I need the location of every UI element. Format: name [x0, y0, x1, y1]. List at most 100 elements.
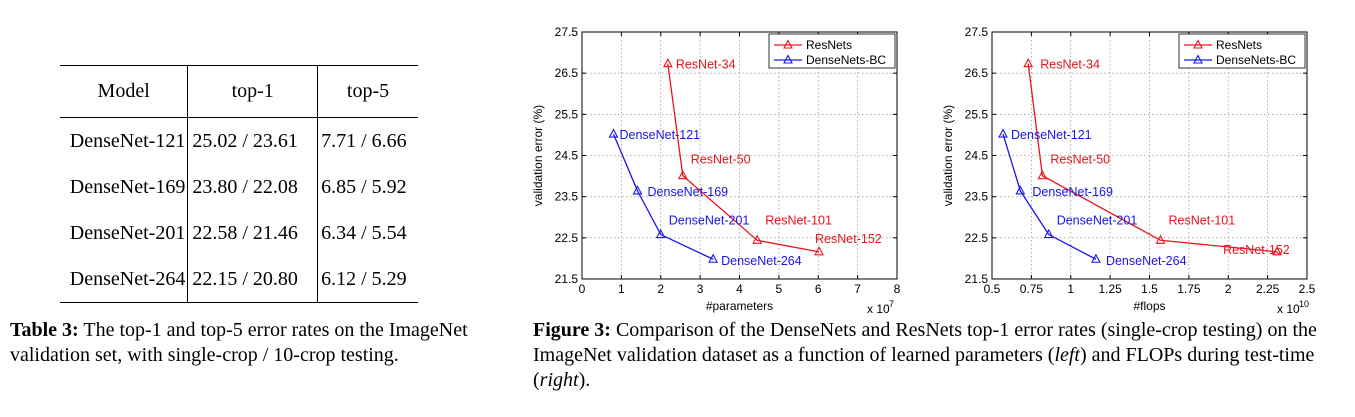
- table-row: DenseNet-201 22.58 / 21.46 6.34 / 5.54: [60, 210, 418, 256]
- cell-top5: 6.85 / 5.92: [321, 175, 407, 198]
- data-point-label: ResNet-152: [815, 232, 882, 246]
- x-tick-label: 8: [894, 282, 901, 296]
- y-axis-label: validation error (%): [531, 105, 545, 206]
- cell-top1: 25.02 / 23.61: [187, 117, 319, 164]
- data-point-label: DenseNet-201: [669, 214, 750, 228]
- data-point-label: DenseNet-169: [648, 185, 729, 199]
- results-table-container: Model top-1 top-5 DenseNet-121 25.02 / 2…: [60, 65, 418, 303]
- data-point-marker: [632, 185, 643, 195]
- x-axis-exponent: 7: [889, 299, 894, 309]
- data-point-label: DenseNet-121: [620, 128, 701, 142]
- header-top5: top-5: [346, 80, 390, 102]
- x-tick-label: 7: [854, 282, 861, 296]
- table-row: DenseNet-264 22.15 / 20.80 6.12 / 5.29: [60, 256, 418, 303]
- cell-top5: 7.71 / 6.66: [321, 129, 407, 152]
- data-point-marker: [1015, 185, 1026, 195]
- legend-marker: [783, 39, 793, 49]
- figure-caption-left: left: [1054, 344, 1080, 366]
- series-line: [1002, 133, 1097, 260]
- y-tick-label: 23.5: [965, 190, 989, 204]
- x-tick-label: 2: [1225, 282, 1232, 296]
- legend-box: [1178, 33, 1306, 69]
- y-tick-label: 27.5: [555, 25, 579, 39]
- series-line: [1027, 63, 1278, 253]
- data-point-marker: [655, 228, 666, 239]
- legend-label: DenseNets-BC: [806, 53, 886, 67]
- figure-caption: Figure 3: Comparison of the DenseNets an…: [533, 318, 1333, 393]
- x-tick-label: 2.25: [1256, 282, 1280, 296]
- x-tick-label: 0: [579, 282, 586, 296]
- x-tick-label: 6: [815, 282, 822, 296]
- figure-caption-label: Figure 3:: [533, 319, 611, 341]
- x-tick-label: 4: [736, 282, 743, 296]
- x-tick-label: 5: [776, 282, 783, 296]
- x-tick-label: 1: [1067, 282, 1074, 296]
- data-point-label: ResNet-101: [1169, 213, 1236, 227]
- table-row: DenseNet-169 23.80 / 22.08 6.85 / 5.92: [60, 164, 418, 210]
- legend-box: [768, 33, 896, 69]
- legend-label: DenseNets-BC: [1216, 53, 1296, 67]
- cell-model: DenseNet-201: [60, 210, 189, 256]
- data-point-label: DenseNet-264: [721, 254, 802, 268]
- y-tick-label: 22.5: [965, 231, 989, 245]
- cell-top1: 22.58 / 21.46: [187, 210, 319, 256]
- legend-marker: [1193, 54, 1203, 64]
- header-model: Model: [60, 65, 189, 118]
- x-tick-label: 1: [618, 282, 625, 296]
- x-tick-label: 0.5: [984, 282, 1001, 296]
- results-table: Model top-1 top-5 DenseNet-121 25.02 / 2…: [60, 65, 418, 303]
- x-axis-multiplier: x 10: [867, 302, 890, 316]
- x-axis-multiplier: x 10: [1277, 302, 1300, 316]
- data-point-label: ResNet-34: [676, 58, 736, 72]
- cell-model: DenseNet-264: [60, 256, 189, 303]
- y-tick-label: 26.5: [555, 66, 579, 80]
- x-axis-label: #flops: [1133, 299, 1165, 313]
- data-point-marker: [1037, 170, 1048, 180]
- figure-caption-right: right: [539, 369, 579, 391]
- data-point-label: ResNet-34: [1040, 58, 1100, 72]
- x-tick-label: 1.25: [1098, 282, 1122, 296]
- legend-marker: [1193, 39, 1203, 49]
- data-point-marker: [814, 246, 824, 256]
- table-caption-label: Table 3:: [10, 319, 79, 341]
- y-tick-label: 22.5: [555, 231, 579, 245]
- data-point-marker: [677, 170, 688, 180]
- x-tick-label: 2: [657, 282, 664, 296]
- cell-top5: 6.12 / 5.29: [321, 267, 407, 290]
- y-tick-label: 24.5: [555, 149, 579, 163]
- cell-model: DenseNet-121: [60, 117, 189, 164]
- legend-label: ResNets: [1216, 38, 1262, 52]
- x-tick-label: 0.75: [1020, 282, 1044, 296]
- data-point-marker: [1272, 246, 1282, 256]
- legend-label: ResNets: [806, 38, 852, 52]
- legend-marker: [783, 54, 793, 64]
- table-header-row: Model top-1 top-5: [60, 65, 418, 118]
- chart-parameters: 0 1 2 3 4 5 6 7 821.522.523.524.525.526.527.5#pa…: [531, 25, 901, 316]
- y-axis-label: validation error (%): [941, 105, 955, 206]
- y-tick-label: 23.5: [555, 190, 579, 204]
- x-tick-label: 1.5: [1141, 282, 1158, 296]
- y-tick-label: 25.5: [555, 107, 579, 121]
- header-top1: top-1: [187, 65, 319, 118]
- data-point-label: ResNet-101: [765, 213, 832, 227]
- data-point-marker: [1023, 58, 1034, 68]
- data-point-label: ResNet-50: [1050, 153, 1110, 167]
- y-tick-label: 26.5: [965, 66, 989, 80]
- y-tick-label: 25.5: [965, 107, 989, 121]
- data-point-marker: [998, 128, 1008, 138]
- y-tick-label: 21.5: [965, 272, 989, 286]
- x-tick-label: 1.75: [1177, 282, 1201, 296]
- data-point-label: DenseNet-264: [1106, 254, 1187, 268]
- data-point-marker: [1091, 253, 1101, 263]
- cell-top1: 22.15 / 20.80: [187, 256, 319, 303]
- cell-top5: 6.34 / 5.54: [321, 221, 407, 244]
- chart-flops: 0.5 0.75 1 1.25 1.5 1.75 2 2.25 2.5 21.5 22.5 23.5 2…: [941, 25, 1316, 316]
- figure-caption-part2: ) and FLOPs during test-time (: [533, 344, 1315, 391]
- x-axis-exponent: 10: [1299, 299, 1309, 309]
- y-tick-label: 21.5: [555, 272, 579, 286]
- data-point-marker: [662, 58, 673, 68]
- data-point-label: DenseNet-121: [1011, 128, 1092, 142]
- figure-caption-part1: Comparison of the DenseNets and ResNets …: [533, 319, 1317, 366]
- table-caption-text: The top-1 and top-5 error rates on the I…: [10, 319, 468, 366]
- cell-top1: 23.80 / 22.08: [187, 164, 319, 210]
